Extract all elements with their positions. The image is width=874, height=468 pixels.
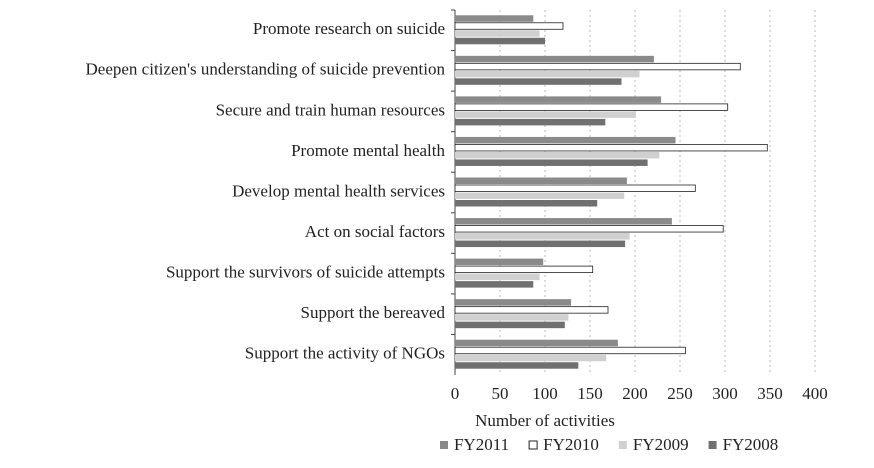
bar [455,233,630,240]
bar [455,200,598,207]
bar [454,225,724,233]
y-tick-label: Deepen citizen's understanding of suicid… [86,60,446,79]
y-tick-label: Develop mental health services [232,181,445,200]
bar [455,96,662,103]
bar [454,184,696,192]
y-tick-label: Support the bereaved [301,303,446,322]
bar [455,30,540,37]
y-tick-label: Promote research on suicide [253,19,445,38]
bar [454,144,768,152]
x-tick-label: 300 [712,384,738,403]
legend-label: FY2010 [543,435,599,454]
x-tick-label: 250 [667,384,693,403]
bar [455,354,607,362]
x-tick-label: 50 [492,384,509,403]
y-tick-label: Support the activity of NGOs [245,344,445,363]
bar [455,362,579,369]
bar [454,103,729,111]
legend-marker [528,440,538,450]
bar [455,258,544,266]
bar [455,321,565,329]
legend-label: FY2011 [454,435,509,454]
bar [454,22,564,30]
bar [455,339,618,347]
bar [455,314,569,321]
y-tick-label: Act on social factors [305,222,445,241]
x-tick-label: 400 [802,384,828,403]
x-tick-label: 150 [577,384,603,403]
bar [455,177,627,184]
bar [455,78,622,85]
x-tick-label: 350 [757,384,783,403]
y-tick-label: Promote mental health [291,141,445,160]
bar [454,265,594,274]
legend-label: FY2009 [633,435,689,454]
bar [455,240,626,248]
legend-marker [708,441,717,449]
legend-label: FY2008 [723,435,779,454]
bar [455,159,648,166]
x-tick-label: 0 [451,384,460,403]
bar [455,218,672,225]
bar [455,192,625,199]
legend-marker [618,441,627,449]
bar [455,111,636,118]
y-tick-label: Secure and train human resources [216,100,445,119]
bar [455,273,540,281]
bar [454,62,741,71]
bar [455,136,676,144]
bar [455,55,654,63]
bar [454,306,609,314]
bar [455,151,660,159]
legend-marker [440,441,448,449]
bar [455,15,534,22]
bar [455,118,606,126]
y-tick-label: Support the survivors of suicide attempt… [166,263,445,282]
bar [455,281,534,288]
bar [454,346,686,355]
x-tick-label: 100 [532,384,558,403]
bar [455,70,640,78]
bar [455,37,545,45]
bar [455,299,572,306]
x-tick-label: 200 [622,384,648,403]
x-axis-title: Number of activities [475,411,615,430]
